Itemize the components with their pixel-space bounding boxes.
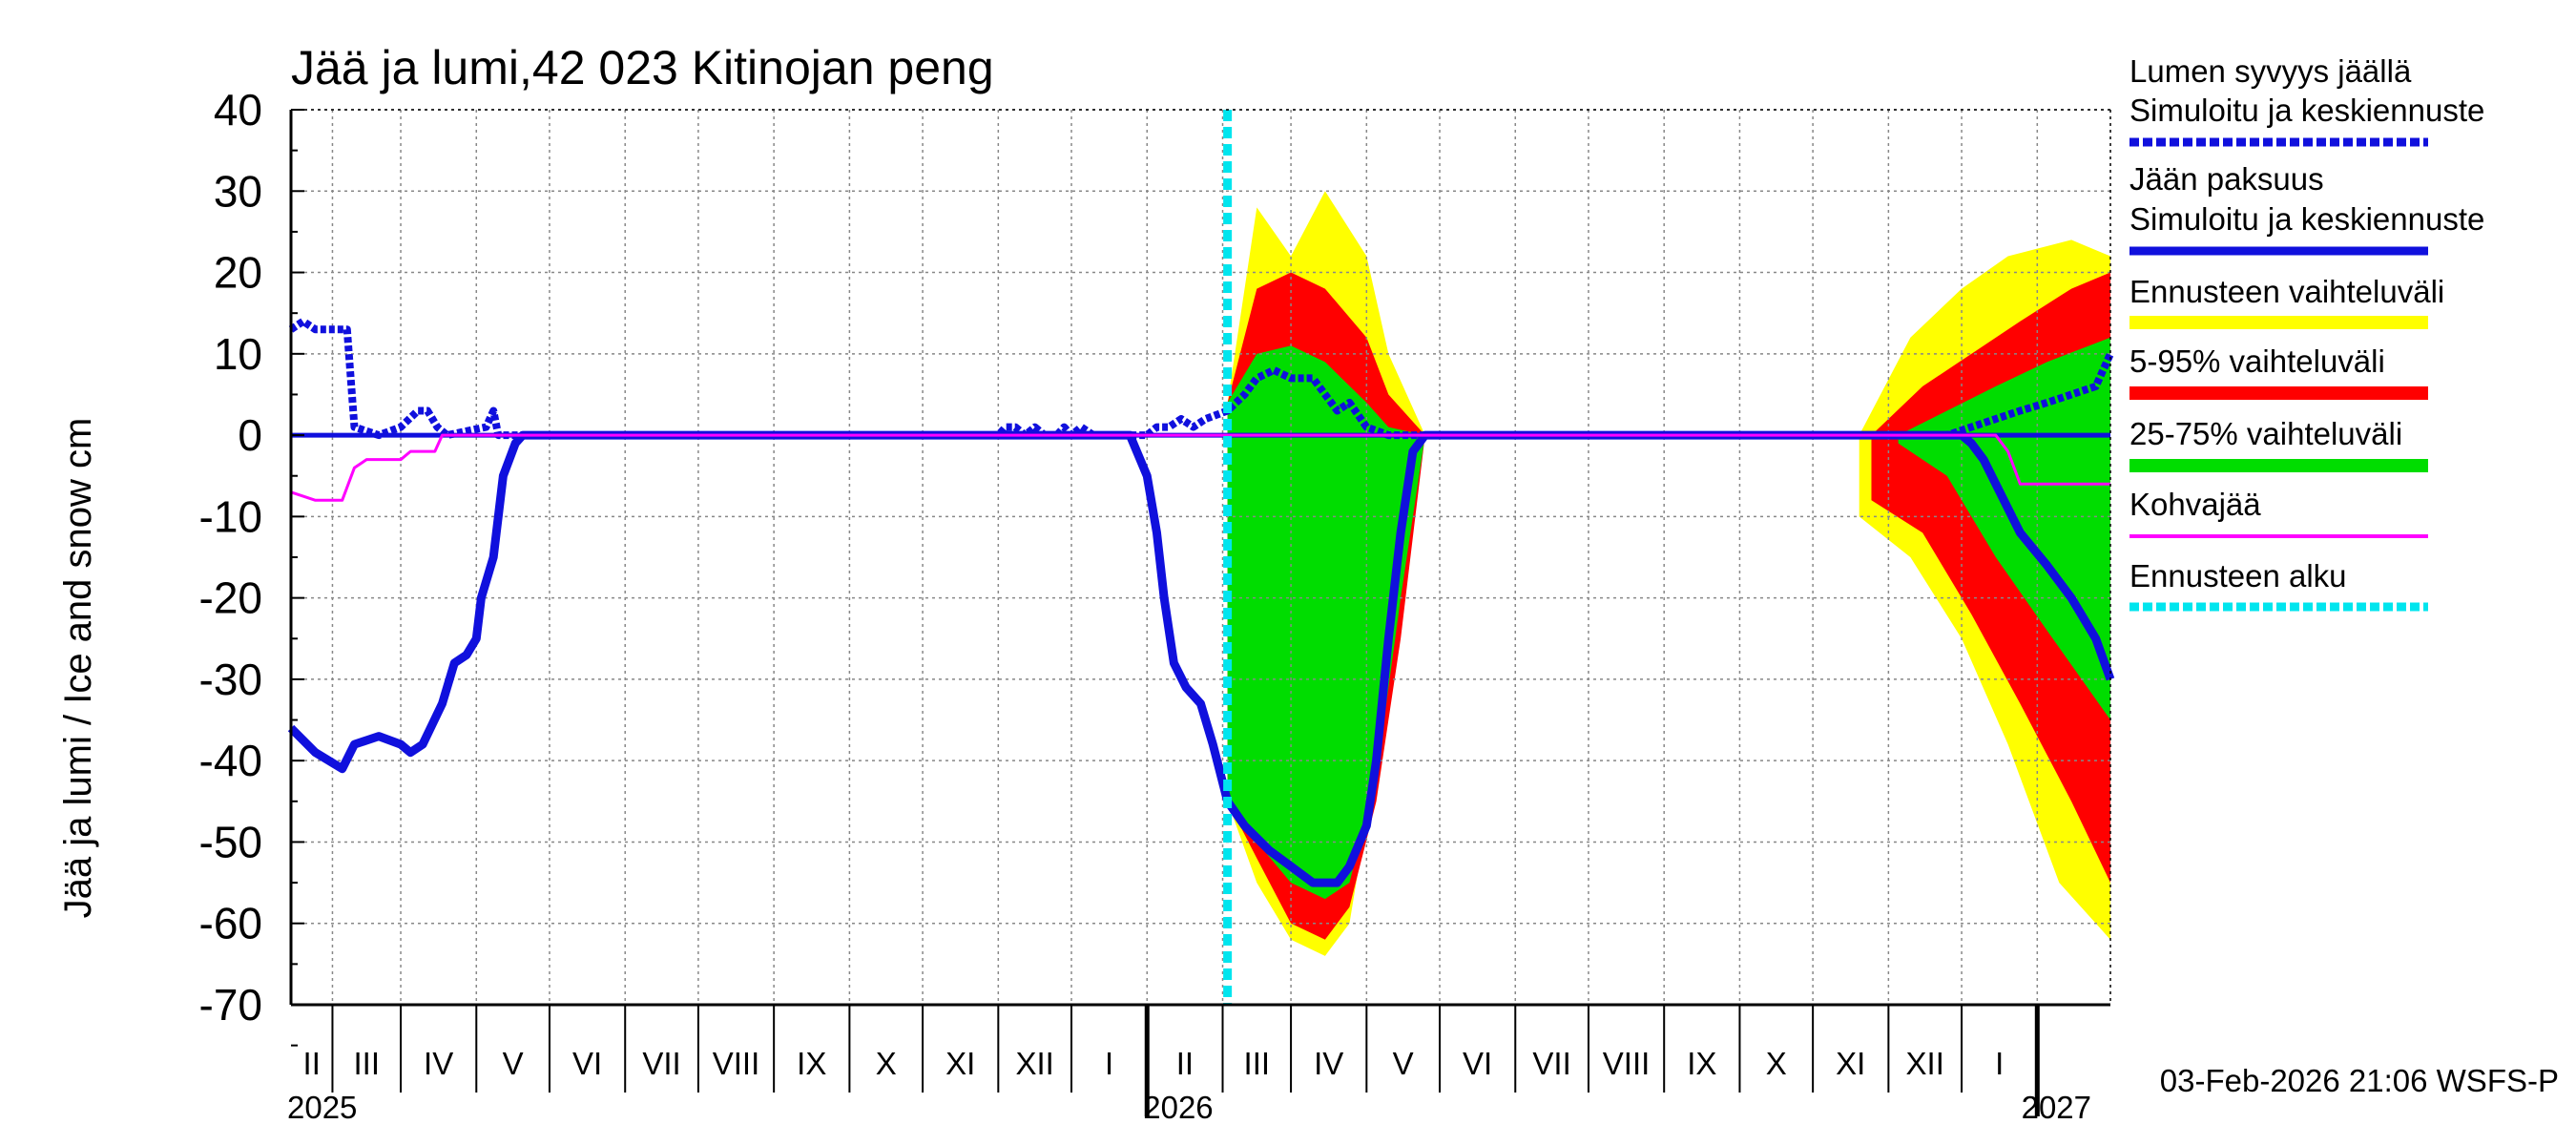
month-label-13: III [1244, 1046, 1271, 1081]
y-tick-label--70: -70 [199, 980, 262, 1030]
y-tick-label-20: 20 [214, 248, 262, 298]
month-label-18: VIII [1603, 1046, 1651, 1081]
month-label-10: XII [1015, 1046, 1053, 1081]
month-label-2: IV [424, 1046, 453, 1081]
month-label-3: V [503, 1046, 524, 1081]
month-label-0: II [303, 1046, 321, 1081]
legend-label-7: Kohvajää [2129, 487, 2261, 522]
legend-label-0: Lumen syvyys jäällä [2129, 53, 2412, 89]
month-label-4: VI [572, 1046, 602, 1081]
month-label-5: VII [642, 1046, 680, 1081]
month-label-19: IX [1687, 1046, 1716, 1081]
month-label-12: II [1176, 1046, 1194, 1081]
y-tick-label-10: 10 [214, 329, 262, 379]
footer-timestamp: 03-Feb-2026 21:06 WSFS-P [2160, 1063, 2559, 1098]
y-tick-label--30: -30 [199, 655, 262, 704]
month-label-22: XII [1906, 1046, 1944, 1081]
month-label-20: X [1766, 1046, 1787, 1081]
series-lines [287, 110, 2115, 1005]
month-label-7: IX [797, 1046, 826, 1081]
series-line-0 [288, 317, 2114, 440]
month-label-15: V [1393, 1046, 1414, 1081]
legend-label-8: Ennusteen alku [2129, 558, 2347, 593]
month-label-17: VII [1532, 1046, 1570, 1081]
y-tick-label-40: 40 [214, 85, 262, 135]
legend-label-1: Simuloitu ja keskiennuste [2129, 93, 2484, 128]
y-tick-label--40: -40 [199, 736, 262, 785]
y-tick-label--20: -20 [199, 573, 262, 623]
year-label-2027: 2027 [2022, 1090, 2091, 1125]
forecast-band-2 [1227, 345, 1425, 900]
month-label-1: III [353, 1046, 380, 1081]
grid-lines [291, 109, 2110, 1006]
series-line-1 [287, 430, 2115, 887]
month-label-9: XI [945, 1046, 975, 1081]
month-label-21: XI [1836, 1046, 1865, 1081]
y-axis-label: Jää ja lumi / Ice and snow cm [57, 418, 99, 919]
chart-title: Jää ja lumi,42 023 Kitinojan peng [291, 41, 994, 94]
y-tick-label--60: -60 [199, 899, 262, 948]
y-tick-label-0: 0 [238, 410, 262, 460]
month-label-8: X [876, 1046, 897, 1081]
legend-label-4: Ennusteen vaihteluväli [2129, 274, 2444, 309]
legend: Lumen syvyys jäällä Simuloitu ja keskienn… [2129, 53, 2484, 612]
year-label-2025: 2025 [287, 1090, 357, 1125]
month-label-16: VI [1463, 1046, 1492, 1081]
legend-label-2: Jään paksuus [2129, 161, 2324, 197]
month-label-11: I [1105, 1046, 1113, 1081]
month-label-6: VIII [713, 1046, 760, 1081]
series-line-2 [290, 433, 2110, 502]
legend-label-6: 25-75% vaihteluväli [2129, 416, 2402, 451]
month-label-14: IV [1314, 1046, 1343, 1081]
y-tick-label--10: -10 [199, 491, 262, 541]
month-label-23: I [1995, 1046, 2004, 1081]
legend-label-3: Simuloitu ja keskiennuste [2129, 201, 2484, 237]
y-tick-label--50: -50 [199, 817, 262, 866]
year-label-2026: 2026 [1143, 1090, 1213, 1125]
y-tick-label-30: 30 [214, 166, 262, 216]
legend-label-5: 5-95% vaihteluväli [2129, 344, 2385, 379]
